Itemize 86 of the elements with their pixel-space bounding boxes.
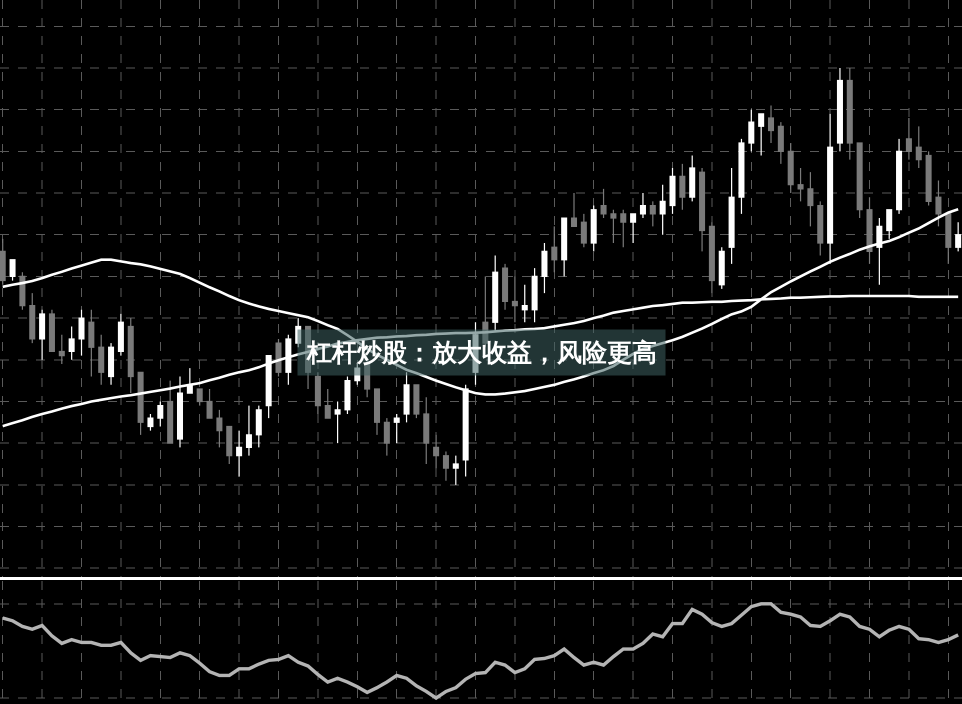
candlestick bbox=[58, 334, 65, 365]
candlestick bbox=[935, 180, 942, 227]
candlestick bbox=[876, 217, 882, 286]
candlestick bbox=[798, 167, 804, 202]
candlestick bbox=[768, 104, 774, 144]
candlestick bbox=[275, 338, 282, 378]
candlestick bbox=[413, 384, 420, 419]
candlestick bbox=[502, 263, 508, 310]
candlestick bbox=[699, 167, 706, 252]
candlestick bbox=[728, 167, 735, 264]
candlestick bbox=[708, 222, 715, 294]
candlestick bbox=[836, 67, 843, 152]
candlestick bbox=[718, 246, 725, 290]
candlestick bbox=[167, 380, 174, 444]
candlestick bbox=[738, 138, 744, 214]
candlestick bbox=[108, 342, 114, 386]
candlestick bbox=[522, 284, 528, 323]
text: 杠杆炒股：放大收益，风险更高 bbox=[306, 338, 657, 367]
candlestick bbox=[236, 430, 242, 478]
candlestick bbox=[600, 188, 607, 219]
candlestick bbox=[580, 213, 587, 248]
candlestick bbox=[669, 167, 676, 214]
candlestick bbox=[955, 222, 962, 252]
candlestick bbox=[916, 126, 922, 169]
candlestick bbox=[29, 292, 36, 344]
candlestick bbox=[640, 192, 646, 219]
candlestick bbox=[551, 226, 558, 273]
candlestick bbox=[324, 388, 331, 419]
candlestick bbox=[216, 409, 222, 448]
candlestick bbox=[778, 122, 784, 164]
candlestick bbox=[138, 372, 144, 436]
candlestick bbox=[0, 238, 6, 286]
candlestick bbox=[10, 259, 16, 282]
candlestick bbox=[374, 388, 380, 436]
candlestick bbox=[246, 405, 252, 456]
candlestick bbox=[689, 154, 696, 202]
candlestick bbox=[788, 142, 794, 194]
candlestick bbox=[334, 400, 341, 444]
candlestick bbox=[570, 192, 578, 227]
candlestick bbox=[926, 150, 932, 206]
candlestick bbox=[344, 376, 350, 415]
candlestick bbox=[856, 142, 863, 219]
candlestick bbox=[384, 418, 390, 456]
candlestick bbox=[48, 309, 55, 352]
candlestick bbox=[452, 455, 459, 486]
candlestick bbox=[679, 163, 686, 210]
candlestick bbox=[314, 372, 321, 415]
candlestick bbox=[285, 334, 292, 386]
candlestick bbox=[157, 400, 164, 428]
candlestick bbox=[650, 200, 656, 227]
candlestick bbox=[896, 138, 902, 214]
candlestick bbox=[118, 313, 124, 356]
candlestick bbox=[541, 242, 548, 294]
candlestick bbox=[817, 200, 824, 256]
candlestick bbox=[98, 334, 104, 386]
candlestick bbox=[256, 405, 262, 448]
candlestick bbox=[610, 209, 616, 244]
candlestick bbox=[68, 326, 75, 360]
candlestick bbox=[266, 355, 272, 419]
candlestick bbox=[590, 204, 597, 252]
candlestick bbox=[846, 67, 853, 160]
candlestick bbox=[147, 413, 154, 432]
candlestick bbox=[88, 309, 94, 378]
candlestick bbox=[226, 426, 232, 465]
candlestick bbox=[620, 209, 626, 248]
candlestick bbox=[660, 184, 666, 236]
candlestick bbox=[442, 450, 449, 482]
candlestick bbox=[512, 276, 518, 323]
candlestick bbox=[394, 413, 400, 444]
candlestick bbox=[630, 213, 636, 244]
candlestick bbox=[423, 396, 430, 465]
candlestick bbox=[906, 117, 912, 160]
candlestick bbox=[128, 318, 134, 394]
candlestick bbox=[19, 272, 26, 310]
candlestick bbox=[433, 434, 440, 469]
candlestick bbox=[561, 217, 568, 278]
candlestick bbox=[39, 309, 46, 360]
candlestick bbox=[78, 309, 85, 356]
candlestick bbox=[206, 388, 213, 419]
candlestick bbox=[196, 388, 203, 406]
candlestick bbox=[807, 172, 814, 227]
candlestick bbox=[532, 267, 538, 323]
candlestick bbox=[866, 196, 873, 264]
candlestick bbox=[748, 109, 754, 152]
candlestick bbox=[945, 213, 952, 264]
candlestick bbox=[758, 113, 764, 156]
